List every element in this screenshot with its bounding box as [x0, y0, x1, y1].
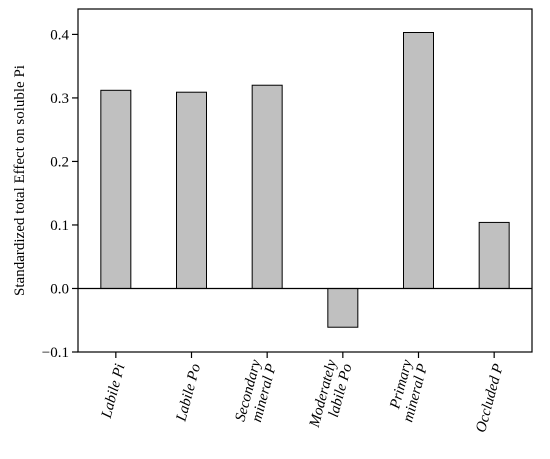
y-axis-title: Standardized total Effect on soluble Pi: [12, 65, 28, 296]
bar: [100, 89, 132, 289]
x-tick-label: Primarymineral P: [385, 358, 431, 424]
x-axis: Labile Pi Labile Po Secondarymineral P Mode…: [98, 352, 507, 435]
bar: [478, 221, 510, 289]
x-tick-label-line: Labile Pi: [98, 362, 128, 421]
x-tick-label: Secondarymineral P: [233, 358, 280, 428]
y-tick-label: 0.1: [50, 218, 69, 234]
x-tick-label: Occluded P: [473, 362, 507, 434]
y-tick-label: −0.1: [42, 345, 69, 361]
y-axis: −0.1 0.0 0.1 0.2 0.3 0.4: [42, 27, 78, 361]
x-tick-label-line: Occluded P: [473, 362, 507, 434]
x-tick-label: Moderatelylabile Po: [306, 358, 355, 435]
y-tick-label: 0.4: [50, 27, 69, 43]
x-tick-label: Labile Po: [173, 362, 204, 424]
plot-frame: [77, 8, 533, 353]
x-tick-label: Labile Pi: [98, 362, 128, 421]
bar: [251, 84, 283, 289]
y-tick-label: 0.3: [50, 91, 69, 107]
y-tick-label: 0.2: [50, 154, 69, 170]
x-tick-label-line: Labile Po: [173, 362, 204, 424]
y-tick-label: 0.0: [50, 281, 69, 297]
bar: [403, 32, 434, 289]
bar: [176, 91, 207, 289]
bars: [100, 32, 510, 328]
bar: [327, 287, 359, 328]
